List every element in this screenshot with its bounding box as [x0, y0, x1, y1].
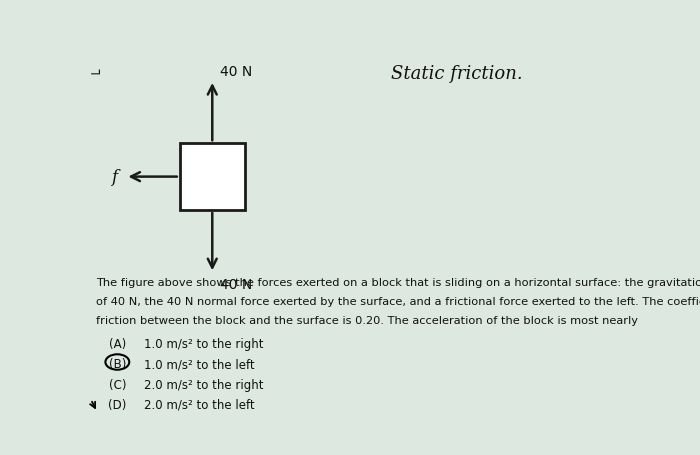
Text: 40 N: 40 N — [220, 277, 253, 291]
Text: Static friction.: Static friction. — [391, 65, 522, 83]
Text: └: └ — [90, 65, 104, 73]
Text: The figure above shows the forces exerted on a block that is sliding on a horizo: The figure above shows the forces exerte… — [96, 277, 700, 287]
Text: (A): (A) — [108, 337, 126, 350]
Text: 1.0 m/s² to the left: 1.0 m/s² to the left — [144, 358, 255, 370]
Text: of 40 N, the 40 N normal force exerted by the surface, and a frictional force ex: of 40 N, the 40 N normal force exerted b… — [96, 296, 700, 306]
Text: 2.0 m/s² to the right: 2.0 m/s² to the right — [144, 378, 264, 391]
Text: 40 N: 40 N — [220, 65, 253, 79]
Text: friction between the block and the surface is 0.20. The acceleration of the bloc: friction between the block and the surfa… — [96, 316, 638, 326]
Text: (D): (D) — [108, 398, 127, 411]
Text: 2.0 m/s² to the left: 2.0 m/s² to the left — [144, 398, 255, 411]
Bar — [180, 144, 245, 211]
Text: f: f — [111, 169, 118, 186]
Text: (B): (B) — [108, 358, 126, 370]
Text: 1.0 m/s² to the right: 1.0 m/s² to the right — [144, 337, 264, 350]
Text: (C): (C) — [108, 378, 126, 391]
